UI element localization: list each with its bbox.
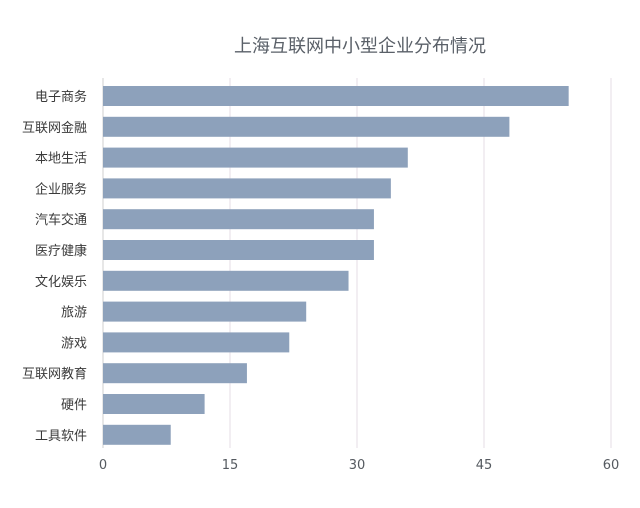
category-label: 工具软件 [35, 429, 87, 444]
category-label: 医疗健康 [35, 243, 87, 259]
category-label: 互联网教育 [22, 366, 87, 382]
x-tick-label: 30 [349, 458, 366, 473]
category-label: 本地生活 [35, 152, 87, 167]
bar [103, 363, 247, 384]
bar [103, 116, 510, 137]
bar [103, 424, 171, 445]
bar [103, 86, 569, 106]
category-label: 旅游 [61, 306, 87, 321]
category-label: 汽车交通 [35, 212, 87, 228]
bars-layer [103, 86, 569, 445]
bar [103, 178, 391, 199]
bar [103, 301, 307, 322]
x-axis-ticks: 0 15 30 45 60 [99, 458, 619, 473]
bar [103, 147, 408, 168]
category-label: 文化娱乐 [35, 275, 87, 290]
category-label: 电子商务 [35, 89, 87, 105]
bar [103, 209, 374, 230]
category-label: 互联网金融 [22, 120, 87, 136]
x-tick-label: 0 [99, 458, 107, 473]
category-label: 硬件 [61, 398, 87, 413]
chart-title: 上海互联网中小型企业分布情况 [234, 36, 486, 57]
category-labels: 电子商务互联网金融本地生活企业服务汽车交通医疗健康文化娱乐旅游游戏互联网教育硬件… [22, 89, 87, 444]
bar [103, 240, 374, 260]
category-label: 游戏 [61, 336, 87, 351]
grid-layer [102, 78, 612, 448]
x-tick-label: 15 [222, 458, 239, 473]
bar [103, 332, 290, 353]
x-tick-label: 60 [603, 458, 620, 473]
x-tick-label: 45 [476, 458, 493, 473]
bar [103, 394, 205, 414]
bar [103, 270, 349, 291]
category-label: 企业服务 [35, 181, 87, 197]
